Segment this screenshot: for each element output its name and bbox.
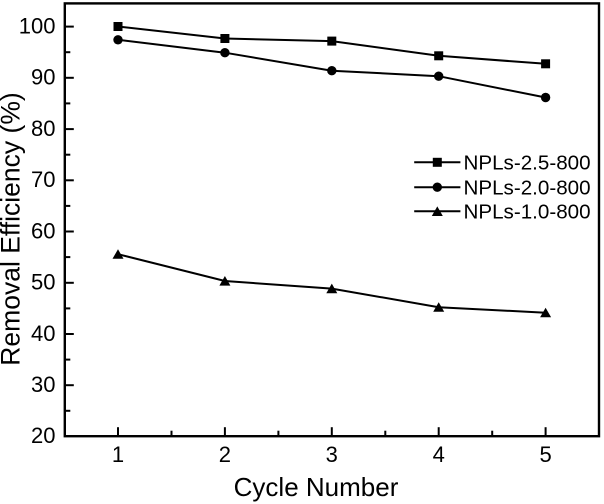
svg-text:Cycle Number: Cycle Number	[234, 472, 399, 502]
svg-text:50: 50	[31, 270, 55, 295]
svg-text:Removal Efficiency (%): Removal Efficiency (%)	[0, 92, 26, 365]
svg-text:NPLs-1.0-800: NPLs-1.0-800	[464, 201, 591, 224]
svg-text:NPLs-2.5-800: NPLs-2.5-800	[464, 152, 591, 175]
svg-text:3: 3	[326, 442, 338, 467]
svg-text:80: 80	[31, 116, 55, 141]
svg-text:40: 40	[31, 321, 55, 346]
svg-text:100: 100	[19, 13, 56, 38]
svg-text:4: 4	[433, 442, 445, 467]
svg-text:5: 5	[539, 442, 551, 467]
svg-text:2: 2	[219, 442, 231, 467]
svg-text:90: 90	[31, 65, 55, 90]
svg-text:20: 20	[31, 423, 55, 448]
svg-text:NPLs-2.0-800: NPLs-2.0-800	[464, 177, 591, 200]
svg-text:1: 1	[112, 442, 124, 467]
svg-text:60: 60	[31, 218, 55, 243]
svg-text:30: 30	[31, 372, 55, 397]
svg-text:70: 70	[31, 167, 55, 192]
